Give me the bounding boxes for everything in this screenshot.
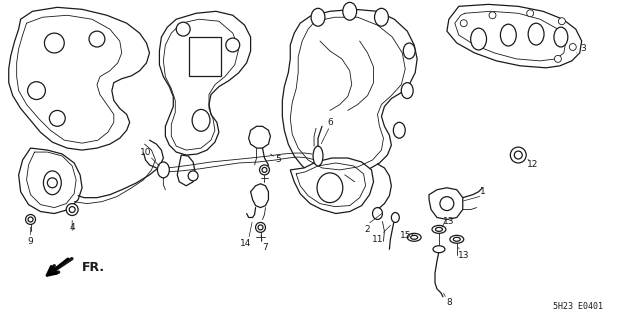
Polygon shape xyxy=(189,37,221,76)
Polygon shape xyxy=(291,158,374,213)
Ellipse shape xyxy=(528,23,544,45)
Ellipse shape xyxy=(394,122,405,138)
Polygon shape xyxy=(19,148,82,213)
Circle shape xyxy=(44,33,64,53)
Polygon shape xyxy=(177,155,195,186)
Circle shape xyxy=(66,204,78,216)
Circle shape xyxy=(28,82,45,100)
Ellipse shape xyxy=(372,208,383,219)
Text: 4: 4 xyxy=(69,223,75,232)
Ellipse shape xyxy=(432,226,446,234)
Ellipse shape xyxy=(317,173,343,203)
Ellipse shape xyxy=(343,2,356,20)
Text: 7: 7 xyxy=(262,243,268,252)
Circle shape xyxy=(226,38,240,52)
Circle shape xyxy=(515,151,522,159)
Circle shape xyxy=(260,165,269,175)
Ellipse shape xyxy=(433,246,445,253)
Ellipse shape xyxy=(401,83,413,99)
Text: 10: 10 xyxy=(140,148,151,157)
Circle shape xyxy=(255,222,266,232)
Circle shape xyxy=(49,110,65,126)
Text: 13: 13 xyxy=(443,217,454,226)
Ellipse shape xyxy=(435,227,442,231)
Text: 1: 1 xyxy=(480,187,486,196)
Polygon shape xyxy=(9,7,150,150)
Polygon shape xyxy=(248,126,271,148)
Circle shape xyxy=(559,18,565,25)
Ellipse shape xyxy=(407,234,421,241)
Ellipse shape xyxy=(500,24,516,46)
Ellipse shape xyxy=(311,8,325,26)
Text: 14: 14 xyxy=(240,239,252,248)
Ellipse shape xyxy=(411,235,418,239)
Circle shape xyxy=(28,217,33,222)
Text: FR.: FR. xyxy=(82,261,105,274)
Text: 5: 5 xyxy=(275,155,281,165)
Ellipse shape xyxy=(470,28,486,50)
Circle shape xyxy=(262,167,267,172)
Circle shape xyxy=(258,225,263,230)
Ellipse shape xyxy=(453,237,460,241)
Polygon shape xyxy=(447,4,582,68)
Circle shape xyxy=(554,56,561,62)
Circle shape xyxy=(89,31,105,47)
Ellipse shape xyxy=(157,162,170,178)
Circle shape xyxy=(460,20,467,27)
Ellipse shape xyxy=(374,8,388,26)
Circle shape xyxy=(176,22,190,36)
Circle shape xyxy=(440,197,454,211)
Text: 15: 15 xyxy=(399,231,411,240)
Circle shape xyxy=(489,12,496,19)
Polygon shape xyxy=(282,9,417,178)
Circle shape xyxy=(527,10,534,17)
Text: 8: 8 xyxy=(446,298,452,307)
Text: 5H23 E0401: 5H23 E0401 xyxy=(553,302,603,311)
Polygon shape xyxy=(159,11,251,155)
Polygon shape xyxy=(251,184,268,208)
Ellipse shape xyxy=(44,171,61,195)
Ellipse shape xyxy=(403,43,415,59)
Polygon shape xyxy=(429,188,463,219)
Text: 9: 9 xyxy=(28,237,33,246)
Circle shape xyxy=(570,43,576,50)
Circle shape xyxy=(69,207,75,212)
Circle shape xyxy=(47,178,58,188)
Text: 13: 13 xyxy=(458,251,470,260)
Circle shape xyxy=(26,214,35,225)
Ellipse shape xyxy=(554,27,568,47)
Ellipse shape xyxy=(450,235,464,243)
Text: 6: 6 xyxy=(327,118,333,127)
Ellipse shape xyxy=(313,146,323,166)
Text: 12: 12 xyxy=(527,160,539,169)
Text: 11: 11 xyxy=(372,235,383,244)
Circle shape xyxy=(188,171,198,181)
Text: 3: 3 xyxy=(580,44,586,54)
Ellipse shape xyxy=(392,212,399,222)
Text: 2: 2 xyxy=(365,225,371,234)
Circle shape xyxy=(510,147,526,163)
Ellipse shape xyxy=(192,109,210,131)
